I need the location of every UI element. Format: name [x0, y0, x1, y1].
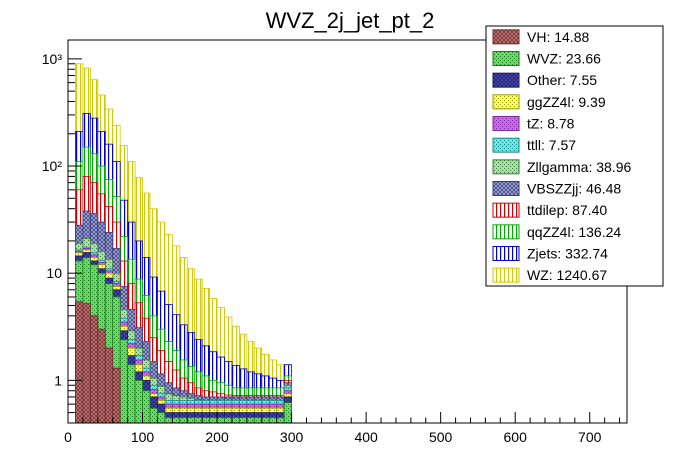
bar-wvz-bin-6: [119, 339, 129, 424]
legend-swatch: [492, 116, 520, 131]
legend-entry: ttdilep: 87.40: [527, 202, 607, 218]
bar-wvz-bin-24: [253, 417, 263, 424]
legend-entry: VH: 14.88: [527, 29, 589, 45]
bar-wvz-bin-20: [224, 417, 233, 424]
y-tick-label: 10²: [42, 158, 63, 174]
legend-swatch: [492, 137, 520, 153]
bar-vh-bin-5: [112, 367, 121, 424]
axes: 0 100 200 300 400 500 600 700 1 10 10² 10³: [42, 39, 628, 445]
bar-wvz-bin-15: [186, 417, 196, 424]
bar-wvz-bin-22: [239, 417, 248, 424]
x-tick-label: 500: [429, 429, 453, 445]
x-tick-label: 300: [280, 429, 304, 445]
y-tick-label: 10³: [42, 51, 63, 67]
legend-swatch: [492, 72, 520, 88]
bar-wvz-bin-13: [171, 417, 181, 424]
legend-entry: qqZZ4l: 136.24: [527, 224, 621, 240]
chart-title: WVZ_2j_jet_pt_2: [266, 8, 435, 33]
legend-swatch: [492, 246, 520, 261]
bar-wvz-bin-26: [268, 417, 278, 424]
bar-wvz-bin-14: [179, 417, 188, 424]
bar-vh-bin-4: [104, 347, 114, 424]
bar-vh-bin-1: [82, 303, 91, 424]
legend-swatch: [492, 224, 520, 240]
y-tick-label: 1: [54, 372, 62, 388]
legend-entry: Zllgamma: 38.96: [527, 159, 631, 175]
y-tick-label: 10: [46, 265, 62, 281]
legend-swatch: [492, 29, 520, 45]
legend-swatch: [492, 94, 520, 110]
stacked-bars: [75, 63, 292, 424]
bar-wvz-bin-10: [149, 407, 158, 424]
bar-wvz-bin-9: [142, 390, 151, 424]
legend-entry: ggZZ4l: 9.39: [527, 94, 606, 110]
bar-wvz-bin-27: [276, 417, 285, 424]
x-tick-label: 0: [64, 429, 72, 445]
bar-wvz-bin-23: [246, 417, 255, 424]
legend-swatch: [492, 202, 520, 218]
bar-wvz-bin-25: [261, 417, 270, 424]
bar-wvz-bin-11: [157, 412, 166, 424]
x-tick-label: 100: [131, 429, 155, 445]
bar-wvz-bin-12: [164, 417, 173, 424]
bar-wvz-bin-8: [134, 379, 143, 424]
bar-wvz-bin-16: [194, 417, 203, 424]
bar-vh-bin-2: [89, 315, 99, 424]
bar-wvz-bin-17: [201, 417, 211, 424]
legend-entry: WVZ: 23.66: [527, 51, 601, 67]
x-tick-label: 400: [354, 429, 378, 445]
legend-entry: ttll: 7.57: [527, 137, 576, 153]
bar-wvz-bin-28: [283, 402, 292, 424]
legend-entry: VBSZZjj: 46.48: [527, 181, 621, 197]
bar-vh-bin-0: [75, 301, 84, 424]
x-tick-label: 600: [504, 429, 528, 445]
bar-wvz-bin-19: [216, 417, 225, 424]
bar-wvz-bin-7: [127, 364, 136, 424]
legend-swatch: [492, 159, 520, 175]
x-tick-label: 700: [578, 429, 602, 445]
bar-wvz-bin-21: [231, 417, 240, 424]
legend-entry: Other: 7.55: [527, 72, 597, 88]
bar-wvz-bin-18: [209, 417, 218, 424]
legend: VH: 14.88 WVZ: 23.66 Other: 7.55 ggZZ4l: 9.…: [485, 25, 664, 287]
legend-entry: Zjets: 332.74: [527, 246, 608, 262]
legend-swatch: [492, 267, 520, 283]
legend-entry: tZ: 8.78: [527, 116, 575, 132]
legend-box: [485, 25, 664, 287]
legend-swatch: [492, 181, 520, 196]
bar-vh-bin-3: [97, 328, 106, 424]
x-tick-label: 200: [205, 429, 229, 445]
legend-swatch: [492, 51, 520, 66]
legend-entry: WZ: 1240.67: [527, 267, 607, 283]
